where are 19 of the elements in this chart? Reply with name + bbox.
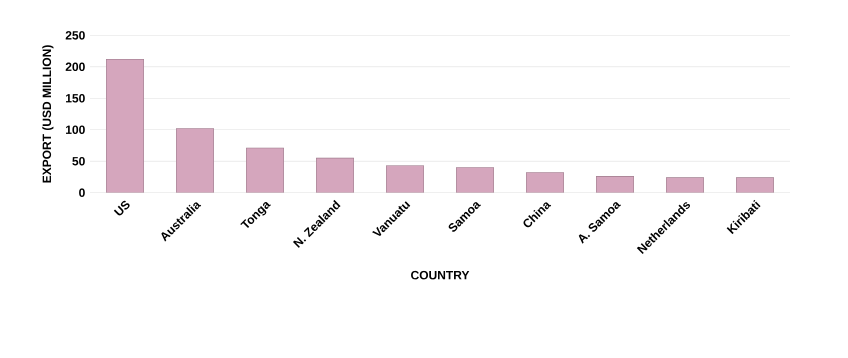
- y-tick-label: 50: [72, 156, 85, 166]
- bar: [106, 58, 144, 193]
- bar: [596, 176, 634, 193]
- bar: [736, 177, 774, 193]
- x-axis-title: COUNTRY: [411, 270, 470, 280]
- y-tick-label: 0: [79, 188, 85, 197]
- bar: [456, 167, 494, 193]
- bar: [316, 158, 354, 193]
- y-axis-title: EXPORT (USD MILLION): [42, 45, 54, 183]
- bar: [386, 165, 424, 193]
- bar: [666, 177, 704, 193]
- bar: [526, 172, 564, 193]
- y-tick-label: 250: [66, 31, 85, 40]
- y-tick-label: 200: [66, 62, 85, 72]
- bar: [176, 128, 214, 193]
- bar: [246, 148, 284, 193]
- x-tick-label: US: [114, 200, 130, 216]
- y-tick-label: 150: [66, 94, 85, 103]
- y-tick-label: 100: [66, 125, 85, 134]
